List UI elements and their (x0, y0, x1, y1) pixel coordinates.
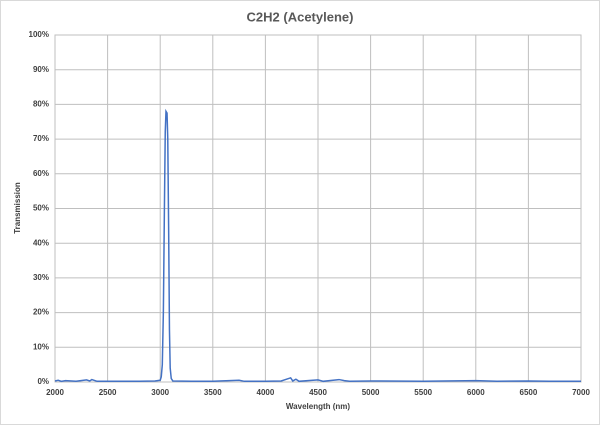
x-tick-label: 4500 (309, 388, 327, 397)
x-axis-label: Wavelength (nm) (286, 402, 350, 411)
x-tick-label: 7000 (572, 388, 590, 397)
x-tick-label: 5000 (362, 388, 380, 397)
chart-title: C2H2 (Acetylene) (247, 9, 354, 24)
x-tick-label: 2500 (99, 388, 117, 397)
y-tick-label: 90% (33, 65, 49, 74)
x-tick-label: 3500 (204, 388, 222, 397)
plot-border (54, 34, 582, 383)
y-tick-label: 0% (37, 377, 49, 386)
x-tick-label: 6000 (467, 388, 485, 397)
y-tick-label: 70% (33, 134, 49, 143)
y-tick-label: 40% (33, 238, 49, 247)
y-tick-label: 80% (33, 100, 49, 109)
x-tick-label: 4000 (257, 388, 275, 397)
y-tick-label: 30% (33, 273, 49, 282)
y-tick-label: 100% (29, 30, 49, 39)
x-tick-label: 6500 (520, 388, 538, 397)
x-tick-label: 3000 (151, 388, 169, 397)
y-tick-label: 20% (33, 308, 49, 317)
x-tick-label: 5500 (414, 388, 432, 397)
data-line (54, 108, 581, 383)
y-tick-label: 10% (33, 342, 49, 351)
y-tick-label: 60% (33, 169, 49, 178)
y-tick-label: 50% (33, 204, 49, 213)
x-tick-label: 2000 (46, 388, 64, 397)
y-axis-label: Transmission (13, 182, 22, 234)
